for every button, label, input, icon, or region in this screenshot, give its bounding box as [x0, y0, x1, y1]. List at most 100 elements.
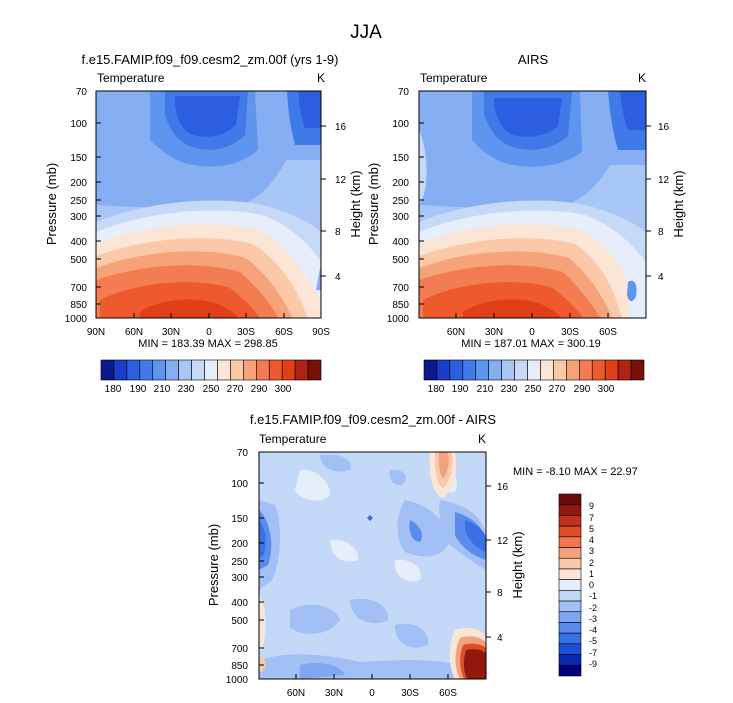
colorbar-swatch: [165, 359, 179, 381]
panel-title: f.e15.FAMIP.f09_f09.cesm2_zm.00f - AIRS: [250, 412, 496, 427]
stats-label: MIN = 187.01 MAX = 300.19: [461, 338, 600, 350]
tick: 700: [70, 283, 101, 294]
tick-label: 700: [392, 283, 409, 294]
colorbar-swatch: [558, 568, 582, 580]
colorbar-label: 270: [227, 384, 244, 395]
colorbar-label: 250: [525, 384, 542, 395]
colorbar-label: 2: [589, 558, 594, 568]
tick-label: 0: [369, 688, 375, 699]
tick: 1000: [387, 314, 424, 325]
contour-field: [96, 91, 321, 318]
tick: 300: [392, 212, 424, 223]
tick-label: 70: [237, 448, 249, 459]
tick: 16: [486, 482, 509, 493]
tick: 850: [392, 300, 424, 311]
colorbar-swatch: [630, 359, 645, 381]
colorbar-swatch: [126, 359, 141, 381]
tick: 70: [398, 87, 424, 98]
tick-label: 0: [529, 327, 535, 338]
colorbar-swatch: [488, 359, 502, 381]
colorbar-label: 290: [251, 384, 268, 395]
tick: 4: [486, 633, 503, 644]
colorbar-swatch: [527, 359, 541, 381]
colorbar-swatch: [501, 359, 515, 381]
colorbar-label: 4: [589, 535, 594, 545]
latitude-axis: 90N 60N 30N 0 30S 60S 90S: [87, 313, 330, 338]
tick-label: 60N: [125, 327, 143, 338]
tick-label: 30S: [561, 327, 579, 338]
tick-label: 12: [335, 175, 347, 186]
colorbar-label: 300: [598, 384, 615, 395]
tick: 400: [231, 598, 264, 609]
tick: 850: [231, 661, 264, 672]
tick: 100: [392, 119, 424, 130]
contour-field: [419, 91, 646, 318]
tick-label: 100: [231, 479, 248, 490]
stats-label: MIN = -8.10 MAX = 22.97: [513, 466, 638, 478]
tick: 300: [70, 212, 101, 223]
colorbar-swatch: [558, 547, 582, 559]
height-axis: 16 12 8 4: [646, 122, 670, 283]
colorbar-label: 0: [589, 580, 594, 590]
colorbar-label: 270: [549, 384, 566, 395]
tick-label: 100: [392, 119, 409, 130]
colorbar-label: 5: [589, 524, 594, 534]
tick-label: 70: [398, 87, 410, 98]
tick: 60N: [287, 674, 305, 699]
tick: 150: [392, 153, 424, 164]
tick-label: 16: [335, 122, 347, 133]
tick: 1000: [65, 314, 101, 325]
tick: 150: [70, 153, 101, 164]
colorbar-swatch: [558, 557, 582, 570]
tick: 250: [231, 557, 264, 568]
tick: 1000: [226, 675, 264, 686]
colorbar-swatch: [100, 359, 115, 381]
colorbar-swatches: [423, 359, 645, 381]
tick: 400: [70, 237, 101, 248]
panel-difference: f.e15.FAMIP.f09_f09.cesm2_zm.00f - AIRS …: [206, 412, 638, 699]
tick: 70: [237, 448, 264, 459]
left-label: Temperature: [259, 432, 327, 446]
colorbar-swatch: [558, 611, 582, 623]
tick: 60S: [439, 674, 457, 699]
figure-title: JJA: [350, 22, 382, 43]
colorbar-swatch: [436, 359, 451, 381]
colorbar-swatch: [553, 359, 567, 381]
tick-label: 4: [497, 633, 503, 644]
colorbar-swatch: [540, 359, 554, 381]
panel-airs: AIRS Temperature K 70 100 150: [366, 52, 686, 395]
colorbar-swatch: [449, 359, 464, 381]
tick: 16: [646, 122, 670, 133]
tick-label: 250: [392, 196, 409, 207]
colorbar: 180 190 210 230 250 270 290 300: [100, 359, 322, 395]
colorbar-label: -9: [589, 659, 597, 669]
tick: 60N: [447, 313, 465, 338]
tick-label: 700: [231, 644, 248, 655]
tick: 100: [70, 119, 101, 130]
tick: 250: [70, 196, 101, 207]
y-axis-label: Pressure (mb): [206, 524, 221, 606]
colorbar-label: -1: [589, 591, 597, 601]
tick: 12: [321, 175, 347, 186]
y-axis-right-label: Height (km): [510, 531, 525, 598]
tick: 30N: [162, 313, 180, 338]
tick-label: 200: [70, 178, 87, 189]
tick: 30S: [401, 674, 419, 699]
tick: 90N: [87, 313, 105, 338]
colorbar-swatch: [462, 359, 477, 381]
colorbar-label: -4: [589, 625, 597, 635]
tick: 0: [206, 313, 212, 338]
tick-label: 400: [392, 237, 409, 248]
colorbar-swatch: [617, 359, 632, 381]
colorbar-swatch: [558, 600, 582, 613]
y-axis-label: Pressure (mb): [44, 163, 59, 245]
tick-label: 150: [231, 514, 248, 525]
tick-label: 30S: [401, 688, 419, 699]
tick: 4: [321, 272, 341, 283]
tick: 200: [231, 539, 264, 550]
tick-label: 200: [392, 178, 409, 189]
tick-label: 70: [76, 87, 88, 98]
colorbar-swatch: [558, 504, 582, 516]
tick-label: 60S: [275, 327, 293, 338]
tick-label: 300: [231, 573, 248, 584]
